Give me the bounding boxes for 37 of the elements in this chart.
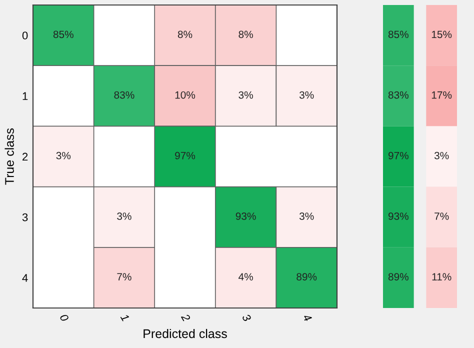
data-label: 89% — [296, 273, 317, 280]
x-tick-label: 2 — [180, 312, 191, 322]
data-label: 3% — [299, 91, 314, 99]
data-label: 3% — [299, 212, 314, 220]
data-label: 83% — [388, 91, 408, 99]
data-label: 4% — [238, 273, 253, 280]
data-label: 8% — [178, 30, 192, 38]
x-tick-label: 4 — [302, 313, 312, 322]
data-label: 15% — [432, 30, 452, 38]
x-tick-label: 3 — [242, 313, 252, 322]
data-label: 85% — [53, 30, 74, 38]
y-tick-label: 0 — [22, 32, 28, 40]
data-label: 89% — [388, 273, 408, 280]
data-label: 8% — [238, 30, 253, 38]
data-label: 3% — [238, 91, 253, 99]
data-label: 17% — [432, 91, 452, 99]
data-label: 3% — [56, 152, 71, 160]
data-label: 3% — [117, 212, 132, 220]
y-tick-label: 2 — [22, 152, 28, 161]
data-label: 11% — [432, 273, 452, 280]
data-label: 83% — [114, 91, 134, 99]
data-label: 93% — [236, 212, 256, 220]
data-label: 85% — [388, 30, 408, 38]
y-tick-label: 1 — [22, 92, 28, 100]
data-label: 10% — [175, 91, 196, 99]
y-tick-label: 4 — [22, 274, 28, 282]
x-axis-title: Predicted class — [144, 328, 227, 338]
y-axis-title: True class — [4, 128, 14, 185]
y-tick-label: 3 — [22, 213, 28, 222]
data-label: 97% — [175, 152, 196, 160]
data-label: 97% — [388, 152, 408, 160]
x-tick-label: 1 — [120, 313, 130, 322]
data-label: 93% — [388, 212, 408, 220]
data-label: 3% — [434, 152, 449, 160]
x-tick-label: 0 — [60, 313, 70, 322]
data-label: 7% — [434, 212, 449, 220]
data-label: 7% — [117, 273, 132, 280]
